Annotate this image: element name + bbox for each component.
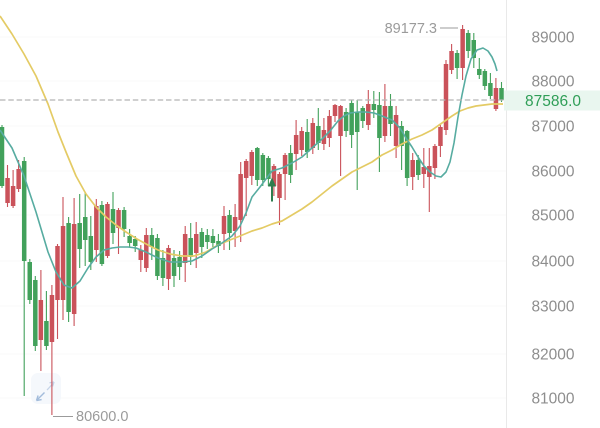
- svg-text:89177.3: 89177.3: [385, 21, 437, 37]
- svg-text:88000: 88000: [531, 74, 574, 91]
- svg-text:89000: 89000: [531, 30, 574, 47]
- svg-text:81000: 81000: [531, 391, 574, 408]
- svg-text:87586.0: 87586.0: [525, 93, 581, 110]
- svg-text:85000: 85000: [531, 208, 574, 225]
- svg-text:82000: 82000: [531, 347, 574, 364]
- svg-text:87000: 87000: [531, 119, 574, 136]
- svg-text:84000: 84000: [531, 254, 574, 271]
- svg-text:80600.0: 80600.0: [76, 409, 128, 425]
- svg-text:86000: 86000: [531, 164, 574, 181]
- svg-text:83000: 83000: [531, 299, 574, 316]
